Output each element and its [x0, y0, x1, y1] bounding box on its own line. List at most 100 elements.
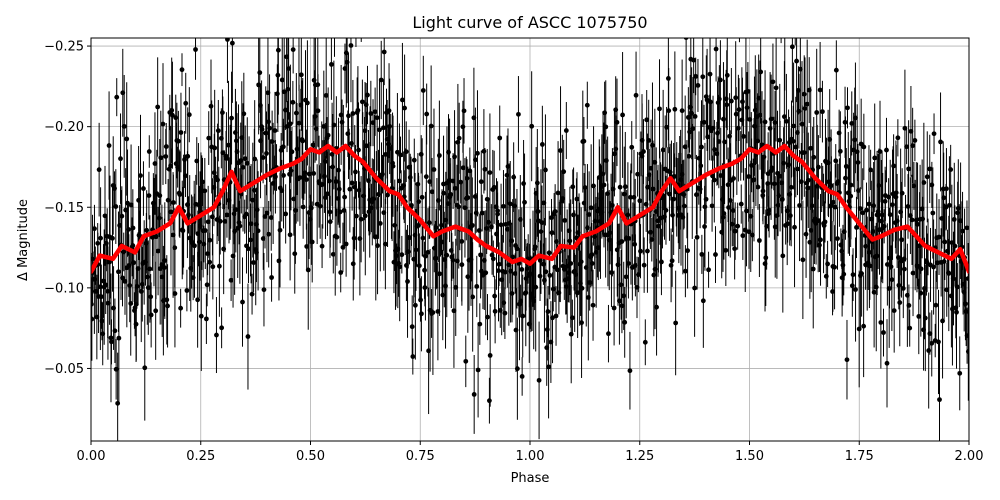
data-point — [147, 266, 153, 272]
data-point — [786, 162, 791, 168]
data-point — [745, 89, 751, 94]
data-point — [257, 70, 263, 76]
data-point — [889, 277, 895, 283]
data-point — [591, 183, 596, 189]
data-point — [243, 211, 249, 217]
data-point — [817, 242, 822, 248]
data-point — [864, 207, 869, 213]
data-point — [358, 216, 364, 222]
data-point — [193, 47, 198, 52]
data-point — [965, 276, 969, 281]
data-point — [163, 144, 169, 149]
data-point — [933, 302, 939, 308]
data-point — [514, 366, 520, 372]
data-point — [803, 231, 809, 237]
data-point — [791, 123, 797, 129]
data-point — [954, 309, 959, 315]
data-point — [741, 134, 746, 139]
data-point — [224, 156, 229, 161]
data-point — [397, 264, 403, 270]
data-point — [638, 248, 643, 254]
data-point — [121, 123, 127, 129]
data-point — [337, 209, 343, 215]
data-point — [275, 47, 281, 53]
data-point — [645, 184, 650, 190]
data-point — [496, 268, 501, 274]
data-point — [264, 150, 269, 156]
data-point — [921, 180, 927, 185]
data-point — [833, 67, 839, 73]
data-point — [811, 154, 817, 160]
data-point — [474, 284, 480, 289]
data-point — [114, 94, 120, 100]
data-point — [390, 163, 396, 169]
data-point — [252, 156, 258, 162]
data-point — [849, 283, 855, 289]
data-point — [764, 223, 770, 229]
data-point — [884, 147, 889, 153]
data-point — [552, 209, 558, 214]
data-point — [927, 331, 933, 337]
data-point — [659, 259, 664, 265]
data-point — [509, 291, 515, 296]
data-point — [963, 301, 968, 307]
data-point — [703, 196, 709, 202]
data-point — [550, 315, 555, 321]
data-point — [798, 179, 804, 185]
data-point — [156, 215, 162, 221]
data-point — [746, 174, 752, 179]
data-point — [936, 339, 941, 345]
data-point — [351, 235, 357, 241]
plot-area — [90, 37, 970, 442]
data-point — [110, 235, 115, 241]
data-point — [650, 186, 656, 192]
data-point — [303, 177, 309, 183]
chart-title: Light curve of ASCC 1075750 — [412, 13, 647, 32]
data-point — [732, 228, 738, 234]
data-point — [578, 259, 584, 265]
data-point — [918, 266, 924, 272]
data-point — [249, 291, 255, 297]
data-point — [766, 207, 772, 213]
data-point — [948, 167, 954, 172]
data-point — [273, 174, 278, 180]
data-point — [413, 247, 419, 253]
data-point — [128, 301, 134, 306]
data-point — [844, 357, 850, 363]
data-point — [229, 115, 234, 121]
data-point — [185, 153, 191, 159]
data-point — [460, 124, 466, 130]
data-point — [654, 304, 659, 310]
data-point — [922, 315, 928, 321]
data-point — [815, 164, 821, 170]
data-point — [787, 213, 793, 219]
data-point — [425, 249, 431, 255]
data-point — [797, 203, 802, 208]
data-point — [912, 138, 918, 143]
data-point — [415, 181, 421, 187]
data-point — [507, 201, 513, 207]
data-point — [534, 180, 540, 186]
data-point — [756, 238, 762, 243]
data-point — [519, 266, 525, 272]
data-point — [830, 199, 836, 205]
data-point — [148, 312, 154, 318]
data-point — [267, 125, 272, 131]
data-point — [138, 288, 144, 294]
data-point — [215, 128, 221, 134]
data-point — [729, 221, 735, 227]
data-point — [621, 293, 627, 299]
data-point — [679, 108, 685, 114]
data-point — [202, 228, 208, 233]
data-point — [409, 324, 415, 330]
data-point — [947, 202, 952, 208]
data-point — [707, 71, 713, 77]
data-point — [155, 104, 161, 110]
data-point — [192, 243, 197, 249]
data-point — [938, 139, 943, 145]
data-point — [162, 258, 168, 264]
data-point — [343, 50, 349, 56]
data-point — [233, 207, 239, 213]
data-point — [286, 66, 292, 71]
data-point — [710, 173, 715, 179]
